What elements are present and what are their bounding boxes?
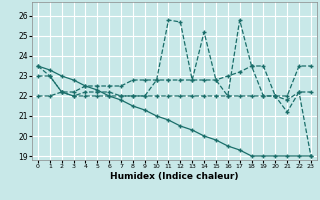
X-axis label: Humidex (Indice chaleur): Humidex (Indice chaleur) <box>110 172 239 181</box>
